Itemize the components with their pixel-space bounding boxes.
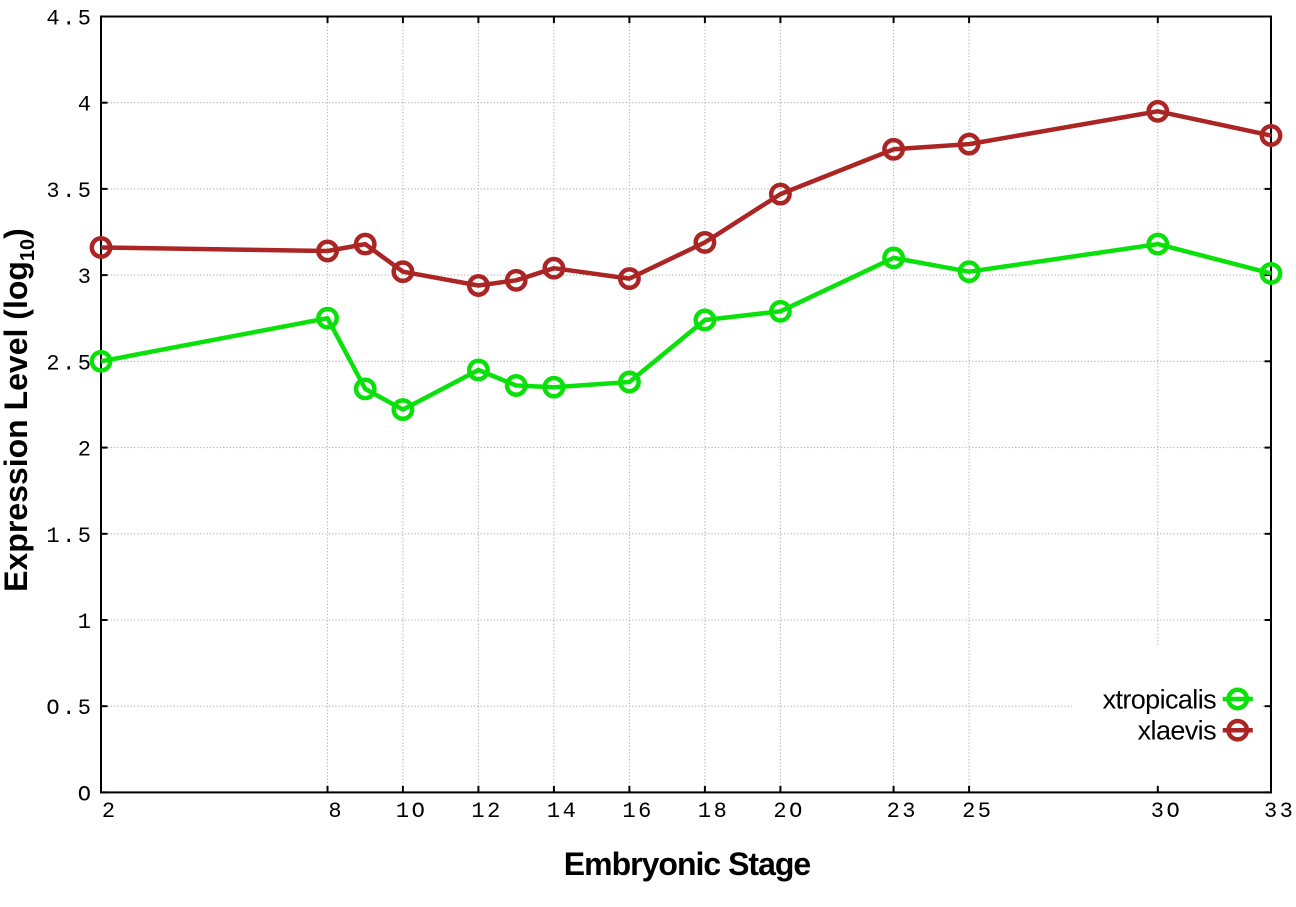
svg-text:33: 33 bbox=[1264, 799, 1295, 824]
svg-text:2O: 2O bbox=[773, 799, 804, 824]
svg-text:O.5: O.5 bbox=[46, 696, 93, 721]
svg-text:16: 16 bbox=[622, 799, 653, 824]
svg-text:1.5: 1.5 bbox=[46, 524, 93, 549]
svg-text:23: 23 bbox=[887, 799, 918, 824]
svg-text:Embryonic Stage: Embryonic Stage bbox=[564, 846, 811, 882]
svg-text:12: 12 bbox=[471, 799, 502, 824]
svg-text:4: 4 bbox=[78, 93, 94, 118]
svg-text:4.5: 4.5 bbox=[46, 7, 93, 32]
svg-text:3.5: 3.5 bbox=[46, 179, 93, 204]
svg-text:3O: 3O bbox=[1151, 799, 1182, 824]
svg-text:2: 2 bbox=[102, 799, 118, 824]
svg-text:1O: 1O bbox=[396, 799, 427, 824]
svg-text:14: 14 bbox=[547, 799, 578, 824]
svg-text:xlaevis: xlaevis bbox=[1138, 715, 1216, 745]
svg-text:Expression Level (log10): Expression Level (log10) bbox=[0, 228, 39, 592]
svg-text:O: O bbox=[78, 782, 94, 807]
svg-text:25: 25 bbox=[962, 799, 993, 824]
svg-text:8: 8 bbox=[328, 799, 344, 824]
svg-text:2.5: 2.5 bbox=[46, 351, 93, 376]
svg-text:xtropicalis: xtropicalis bbox=[1103, 685, 1217, 715]
svg-text:18: 18 bbox=[698, 799, 729, 824]
svg-text:1: 1 bbox=[78, 610, 94, 635]
svg-text:3: 3 bbox=[78, 265, 94, 290]
svg-text:2: 2 bbox=[78, 438, 94, 463]
